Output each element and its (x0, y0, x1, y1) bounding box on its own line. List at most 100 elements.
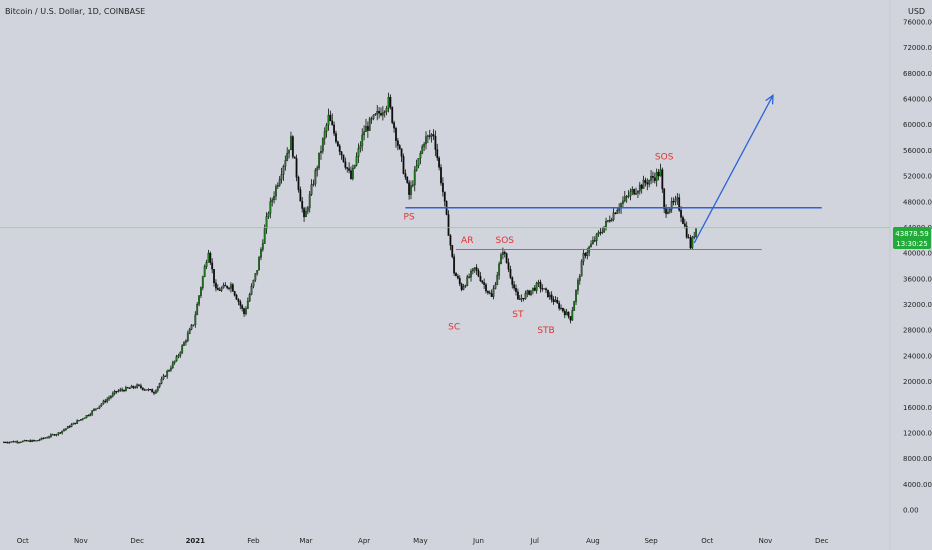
candle (329, 110, 332, 122)
candle (410, 180, 412, 200)
candle (44, 437, 47, 439)
candle (117, 389, 120, 393)
candle (507, 258, 510, 273)
candle-body (665, 208, 667, 214)
x-tick-label: Jun (472, 537, 484, 545)
candle-body (33, 440, 35, 442)
candle (539, 279, 542, 293)
candle (83, 417, 86, 419)
candle-body (245, 308, 247, 315)
candle-body (500, 254, 502, 265)
candle-body (408, 182, 411, 195)
candle-body (637, 191, 639, 194)
candle (246, 297, 249, 310)
candle-body (646, 182, 649, 185)
candle (278, 176, 281, 187)
candle (376, 105, 379, 121)
candle-body (563, 310, 566, 316)
candle-body (528, 290, 531, 295)
last-price-value: 43878.59 (895, 230, 928, 238)
candle (637, 190, 639, 198)
candle-body (34, 440, 37, 442)
candle (569, 316, 572, 324)
candle-body (63, 429, 65, 432)
candle-body (603, 226, 606, 233)
candle (635, 187, 637, 195)
candle (402, 153, 405, 175)
candle-body (496, 274, 499, 285)
candle-body (545, 288, 547, 291)
candle (389, 94, 392, 110)
y-tick-label: 48000.00 (903, 198, 932, 206)
candle-body (601, 231, 604, 233)
candle-body (558, 302, 561, 309)
candle-body (458, 278, 461, 284)
candle (547, 289, 549, 298)
candle (171, 360, 174, 369)
candle-body (18, 442, 20, 444)
candle (577, 278, 579, 295)
candle-body (387, 97, 390, 109)
candle (486, 290, 489, 295)
candle (652, 171, 654, 183)
candle-body (509, 269, 512, 278)
candle-body (483, 282, 486, 285)
candle-body (363, 131, 366, 136)
candle-body (156, 386, 159, 391)
candle-body (404, 173, 407, 178)
candle (23, 439, 26, 442)
candle-body (672, 201, 675, 203)
bar-countdown: 13:30:25 (896, 240, 927, 248)
candle (181, 344, 184, 355)
candle-body (653, 177, 656, 181)
candle-body (91, 410, 94, 415)
candle (462, 284, 465, 291)
candle (290, 131, 292, 151)
candle (400, 148, 403, 163)
candle-body (183, 342, 185, 346)
candle-body (618, 208, 621, 211)
candle (353, 164, 356, 169)
wyckoff-label-ar: AR (461, 236, 473, 246)
candle-body (100, 403, 103, 406)
candle-body (541, 288, 544, 290)
candle (21, 440, 24, 443)
candle-body (438, 157, 441, 168)
candle-body (550, 294, 553, 300)
candle (280, 167, 283, 184)
candle (239, 299, 242, 310)
candle-body (295, 158, 298, 178)
x-tick-label: Aug (586, 537, 600, 545)
candle (198, 295, 200, 307)
candle (640, 183, 643, 194)
candle (441, 177, 444, 197)
candle (271, 197, 274, 207)
candle (211, 258, 214, 274)
candle-body (376, 111, 379, 115)
candle-body (198, 295, 200, 305)
candle-body (569, 316, 572, 321)
candle-body (515, 287, 517, 292)
projection-arrow-line[interactable] (693, 95, 774, 244)
candle (143, 388, 146, 391)
candle (616, 208, 619, 215)
candle-body (432, 134, 435, 137)
time-axis[interactable]: Oct Nov Dec 2021 Feb Mar Apr May Jun Jul Aug Sep Oct… (17, 537, 829, 545)
candle (668, 208, 671, 214)
candle (258, 255, 260, 271)
plot-area[interactable]: PS SC AR SOS ST STB SOS (0, 92, 890, 444)
candle (76, 419, 79, 424)
candle-body (130, 385, 133, 389)
price-axis[interactable]: 0.00 4000.00 8000.00 12000.00 16000.00 20000.… (903, 19, 932, 515)
candle-body (14, 441, 17, 443)
candle-body (57, 432, 60, 435)
x-tick-label: Apr (358, 537, 370, 545)
candle (188, 327, 191, 335)
candle (273, 191, 275, 204)
candle-body (578, 276, 581, 281)
candle (98, 405, 101, 410)
candle (629, 188, 632, 201)
candle-body (351, 167, 354, 179)
candle (522, 297, 525, 302)
